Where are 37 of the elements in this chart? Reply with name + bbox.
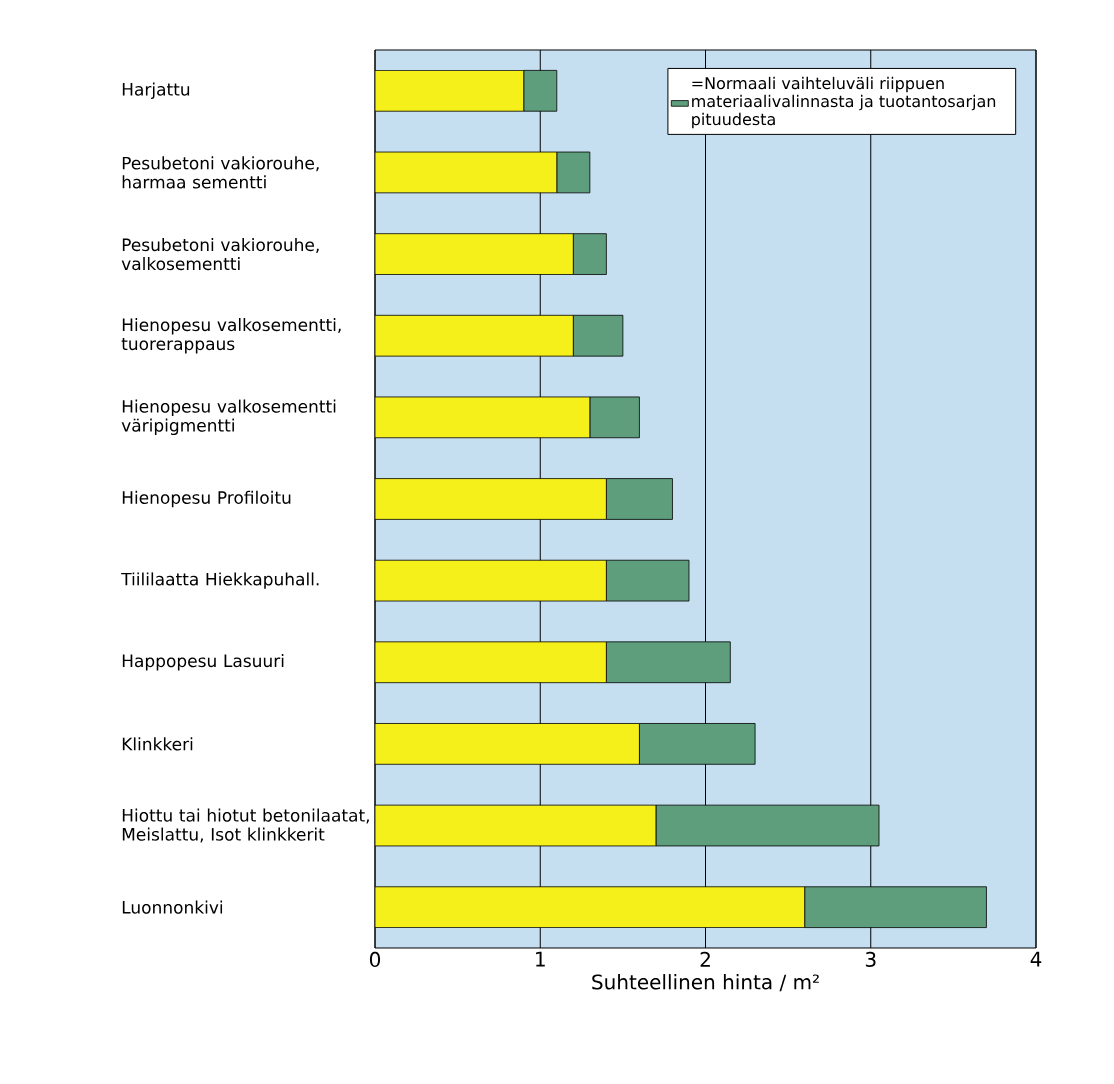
y-tick-label: Hienopesu valkosementti väripigmentti bbox=[121, 399, 336, 436]
x-tick-label: 0 bbox=[369, 951, 381, 967]
bar bbox=[572, 314, 624, 357]
bar bbox=[375, 151, 558, 194]
legend-label: =Normaali vaihteluväli riippuen materiaalivalinnasta ja tuotantosarjan pituudesta bbox=[692, 76, 996, 129]
x-tick-label: 3 bbox=[865, 951, 876, 967]
y-tick-label: Harjattu bbox=[122, 82, 190, 100]
bar bbox=[589, 396, 640, 439]
bar bbox=[605, 641, 731, 684]
y-tick-label: Hienopesu Profiloitu bbox=[122, 490, 291, 508]
bar bbox=[556, 151, 591, 194]
y-tick-label: Pesubetoni vakiorouhe, valkosementti bbox=[121, 238, 319, 271]
x-tick-label: 1 bbox=[536, 951, 545, 967]
bar bbox=[605, 478, 673, 520]
y-tick-label: Tiililaatta Hiekkapuhall. bbox=[121, 572, 319, 589]
y-tick-label: Luonnonkivi bbox=[122, 900, 223, 914]
bar bbox=[375, 314, 574, 357]
y-tick-label: Klinkkeri bbox=[122, 737, 193, 751]
bar bbox=[375, 723, 640, 765]
bar bbox=[375, 233, 574, 275]
bar bbox=[375, 559, 607, 602]
x-tick-label: 4 bbox=[1030, 951, 1042, 967]
bar bbox=[375, 478, 607, 520]
bar bbox=[375, 886, 806, 928]
y-tick-label: Pesubetoni vakiorouhe, harmaa sementti bbox=[122, 156, 319, 189]
bar bbox=[639, 723, 756, 765]
bar bbox=[572, 233, 607, 275]
y-tick-label: Hienopesu valkosementti, tuorerappaus bbox=[121, 317, 341, 354]
bar bbox=[375, 641, 607, 684]
bar bbox=[375, 396, 591, 439]
x-tick-label: 2 bbox=[700, 951, 710, 967]
bar bbox=[375, 804, 657, 847]
y-tick-label: Hiottu tai hiotut betonilaatat, Meislattu, Isot klinkkerit bbox=[122, 808, 369, 843]
y-tick-label: Happopesu Lasuuri bbox=[122, 654, 284, 671]
x-axis-title: Suhteellinen hinta / m² bbox=[592, 974, 819, 992]
bar bbox=[605, 559, 690, 602]
bar bbox=[375, 70, 525, 112]
